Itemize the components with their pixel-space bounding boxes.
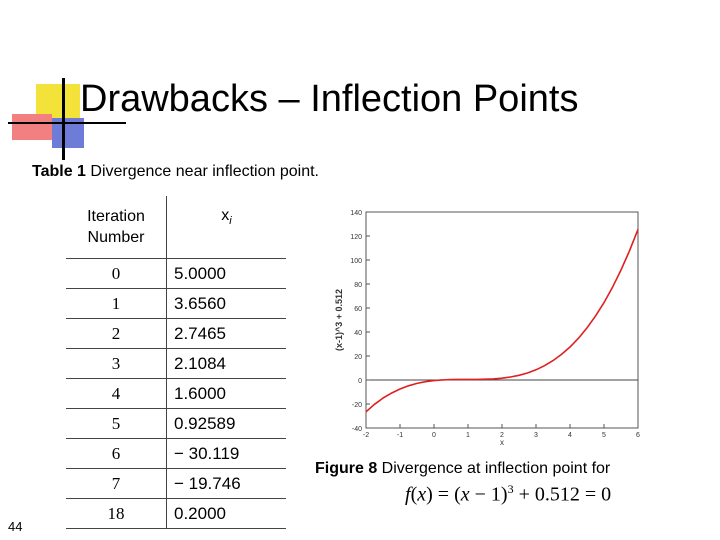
cell-x-value: 5.0000: [166, 258, 286, 289]
cell-x-value: 3.6560: [166, 288, 286, 319]
header-iteration-label: Iteration Number: [87, 208, 145, 246]
table-caption-text: Divergence near inflection point.: [85, 163, 319, 180]
y-tick-label: -20: [352, 402, 362, 409]
figure-caption-text: Divergence at inflection point for: [377, 460, 611, 477]
cell-iteration: 18: [66, 498, 167, 529]
y-tick-label: 120: [350, 234, 362, 241]
cell-iteration: 5: [66, 408, 167, 439]
table-row: 1 3.6560: [66, 288, 286, 319]
formula-x: x: [417, 483, 427, 506]
y-tick-label: -40: [352, 426, 362, 433]
table-row: 6− 30.119: [66, 438, 286, 469]
table-header-row: Iteration Number xi: [66, 196, 286, 259]
formula-tail: − 1): [469, 483, 508, 506]
x-tick-label: -1: [397, 432, 403, 439]
cell-iteration: 1: [66, 288, 167, 319]
table-caption: Table 1 Divergence near inflection point…: [32, 163, 319, 181]
divergence-table: Iteration Number xi 0 5.0000 1 3.6560 2 2.746…: [66, 196, 286, 529]
y-tick-label: 80: [354, 282, 362, 289]
plot-frame: [365, 211, 639, 429]
cell-x-value: 2.7465: [166, 318, 286, 349]
decor-red-square: [12, 114, 52, 140]
cell-iteration: 4: [66, 378, 167, 409]
formula-end: + 0.512 = 0: [513, 483, 612, 506]
formula-x2: x: [460, 483, 470, 506]
y-tick-label: 140: [350, 210, 362, 217]
cell-x-value: − 19.746: [166, 468, 286, 499]
x-tick-label: -2: [363, 432, 369, 439]
decor-vertical-line: [62, 78, 65, 160]
table-row: 7− 19.746: [66, 468, 286, 499]
formula-mid: = (: [432, 483, 461, 506]
formula: f(x) = (x − 1)3 + 0.512 = 0: [405, 482, 611, 507]
header-x-label: x: [221, 207, 230, 225]
x-tick-label: 2: [500, 432, 504, 439]
x-tick-label: 0: [432, 432, 436, 439]
y-tick-label: 60: [354, 306, 362, 313]
table-caption-label: Table 1: [32, 163, 86, 180]
formula-close: ): [426, 483, 433, 506]
cell-x-value: 0.2000: [166, 498, 286, 529]
cell-x-value: 1.6000: [166, 378, 286, 409]
table-row: 18 0.2000: [66, 498, 286, 529]
y-tick-label: 100: [350, 258, 362, 265]
slide-title: Drawbacks – Inflection Points: [80, 78, 579, 120]
table-row: 3 2.1084: [66, 348, 286, 379]
header-x: xi: [166, 196, 286, 259]
header-iteration: Iteration Number: [66, 196, 167, 259]
page-number: 44: [8, 519, 23, 534]
y-axis-label: (x-1)^3 + 0.512: [334, 289, 344, 351]
y-tick-label: 40: [354, 330, 362, 337]
cell-iteration: 7: [66, 468, 167, 499]
table-row: 5 0.92589: [66, 408, 286, 439]
cell-x-value: 2.1084: [166, 348, 286, 379]
formula-f: f: [405, 483, 411, 506]
x-tick-label: 1: [466, 432, 470, 439]
cell-iteration: 2: [66, 318, 167, 349]
decor-horizontal-line: [8, 122, 126, 124]
table-row: 2 2.7465: [66, 318, 286, 349]
y-tick-label: 20: [354, 354, 362, 361]
x-tick-label: 6: [636, 432, 640, 439]
cell-iteration: 3: [66, 348, 167, 379]
figure-caption: Figure 8 Divergence at inflection point …: [315, 460, 610, 478]
series-line: [365, 229, 639, 413]
figure-caption-label: Figure 8: [315, 460, 378, 477]
cell-iteration: 6: [66, 438, 167, 469]
table-body: 0 5.0000 1 3.6560 2 2.7465 3 2.1084 4 1.6000 5 0.92…: [66, 258, 286, 529]
cell-x-value: − 30.119: [166, 438, 286, 469]
formula-exponent: 3: [507, 482, 514, 496]
x-tick-label: 5: [602, 432, 606, 439]
cell-x-value: 0.92589: [166, 408, 286, 439]
formula-open: (: [410, 483, 418, 506]
cell-iteration: 0: [66, 258, 167, 289]
divergence-chart: -40 -20 0 20 40 60 80 100 120 140 -2 -1 0 1 2 3 4 5 6 x (x-1…: [334, 210, 640, 447]
header-x-subscript: i: [229, 215, 232, 228]
table-row: 0 5.0000: [66, 258, 286, 289]
x-axis-label: x: [500, 438, 504, 447]
x-tick-label: 3: [534, 432, 538, 439]
y-tick-label: 0: [358, 378, 362, 385]
x-tick-label: 4: [568, 432, 572, 439]
table-row: 4 1.6000: [66, 378, 286, 409]
